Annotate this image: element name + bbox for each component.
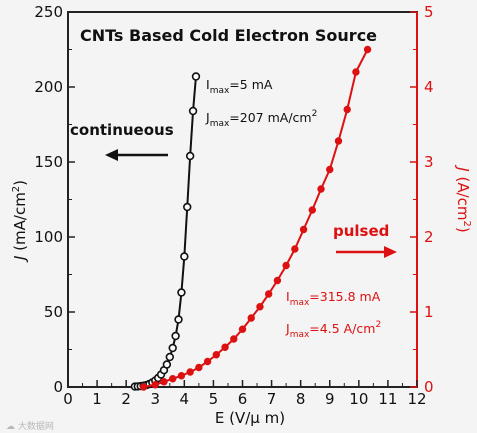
data-point <box>299 225 308 234</box>
x-tick-label: 3 <box>150 390 160 408</box>
data-point <box>256 303 264 311</box>
data-point <box>188 106 198 116</box>
x-tick-label: 6 <box>238 390 248 408</box>
data-point <box>165 352 174 362</box>
data-point <box>238 325 247 333</box>
left-arrow <box>105 149 168 161</box>
data-point <box>343 105 351 114</box>
pulsed-label: pulsed <box>333 222 389 240</box>
data-point <box>291 245 299 253</box>
right-y-axis-title: J (A/cm2) <box>454 164 472 232</box>
data-point <box>264 290 273 298</box>
x-tick-label: 2 <box>121 390 131 408</box>
left-y-tick-label: 100 <box>34 228 63 246</box>
data-point <box>171 331 180 341</box>
right-y-tick-label: 3 <box>424 153 434 171</box>
right-y-tick-label: 1 <box>424 303 434 321</box>
data-point <box>273 276 282 285</box>
data-point <box>169 375 177 383</box>
right-arrow <box>336 246 397 258</box>
data-point <box>177 288 186 297</box>
x-tick-label: 5 <box>209 390 219 408</box>
data-point <box>183 202 192 212</box>
continuous-label: continueous <box>70 121 174 139</box>
watermark: ☁ 大数据网 <box>6 420 54 432</box>
x-tick-label: 11 <box>378 390 397 408</box>
data-point <box>230 335 238 343</box>
right-y-tick-label: 5 <box>424 3 434 21</box>
x-axis-title: E (V/μ m) <box>215 409 285 427</box>
data-point <box>139 383 148 391</box>
data-point <box>180 252 189 261</box>
left-y-axis-title: J (mA/cm2) <box>11 180 29 263</box>
data-point <box>282 261 290 270</box>
data-point <box>160 378 168 386</box>
x-tick-label: 10 <box>349 390 368 408</box>
x-tick-label: 0 <box>63 390 73 408</box>
annotation-right-jmax: Jmax=4.5 A/cm2 <box>285 320 381 340</box>
x-tick-label: 9 <box>325 390 335 408</box>
data-point <box>363 45 372 54</box>
data-point <box>195 363 203 372</box>
data-point <box>177 372 186 380</box>
data-point <box>221 343 229 351</box>
data-point <box>191 72 201 81</box>
x-tick-label: 8 <box>296 390 306 408</box>
annotation-left-imax: Imax=5 mA <box>206 77 273 96</box>
chart-title: CNTs Based Cold Electron Source <box>80 26 377 45</box>
x-tick-label: 7 <box>267 390 277 408</box>
data-point <box>185 151 195 161</box>
left-y-tick-label: 150 <box>34 153 63 171</box>
annotation-left-jmax: Jmax=207 mA/cm2 <box>205 109 317 129</box>
x-tick-label: 4 <box>180 390 190 408</box>
data-point <box>151 381 159 389</box>
series-pulsed <box>139 45 372 391</box>
right-y-tick-label: 2 <box>424 228 434 246</box>
data-point <box>174 315 183 324</box>
left-y-tick-label: 0 <box>53 378 63 396</box>
data-point <box>317 185 325 193</box>
right-y-tick-label: 0 <box>424 378 434 396</box>
x-tick-label: 12 <box>407 390 426 408</box>
data-point <box>168 343 177 353</box>
left-y-tick-label: 50 <box>44 303 63 321</box>
left-y-tick-label: 200 <box>34 78 63 96</box>
data-point <box>352 68 360 76</box>
data-point <box>247 314 255 322</box>
left-y-axis-ticks: 0 50 100 150 200 250 <box>34 3 75 396</box>
left-y-tick-label: 250 <box>34 3 63 21</box>
right-y-axis-ticks: 0 1 2 3 4 5 <box>410 3 434 396</box>
plot-area <box>67 11 418 388</box>
data-point <box>186 368 194 376</box>
data-point <box>308 206 316 214</box>
data-point <box>162 360 172 369</box>
data-point <box>203 357 212 366</box>
x-tick-label: 1 <box>92 390 102 408</box>
right-y-tick-label: 4 <box>424 78 434 96</box>
annotation-right-imax: Imax=315.8 mA <box>286 289 381 308</box>
data-point <box>334 137 343 145</box>
data-point <box>326 165 334 174</box>
data-point <box>212 351 221 359</box>
